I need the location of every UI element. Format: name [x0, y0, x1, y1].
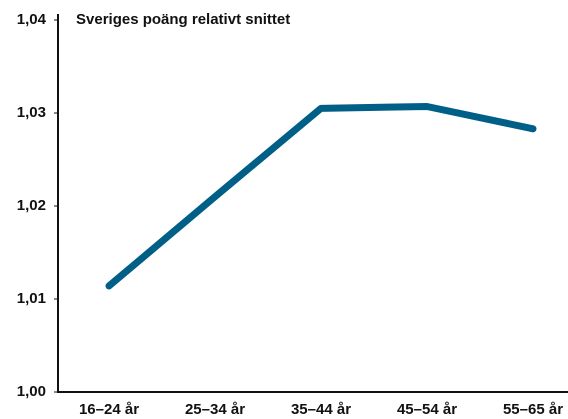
x-tick-label: 55–65 år: [503, 401, 563, 418]
y-tick-label: 1,01: [17, 290, 46, 307]
chart-title: Sveriges poäng relativt snittet: [76, 11, 290, 28]
x-tick-label: 16–24 år: [79, 401, 139, 418]
y-tick-label: 1,04: [17, 11, 47, 28]
y-tick-label: 1,03: [17, 104, 46, 121]
y-tick-label: 1,00: [17, 383, 46, 400]
x-tick-label: 45–54 år: [397, 401, 457, 418]
data-line: [105, 102, 537, 290]
x-tick-label: 25–34 år: [185, 401, 245, 418]
y-tick-label: 1,02: [17, 197, 46, 214]
x-tick-label: 35–44 år: [291, 401, 351, 418]
